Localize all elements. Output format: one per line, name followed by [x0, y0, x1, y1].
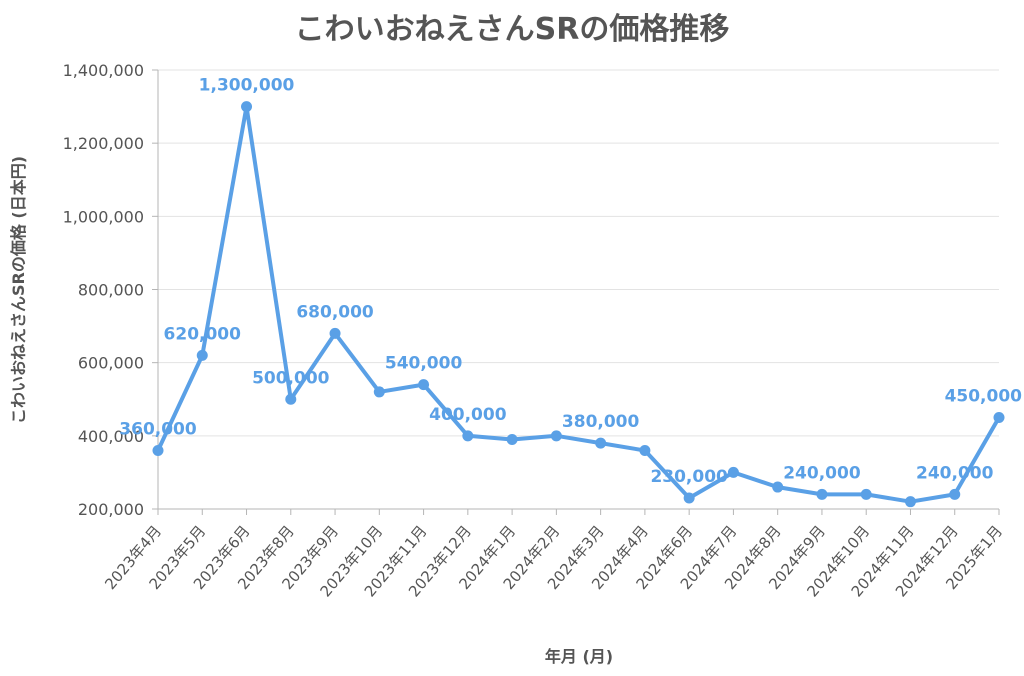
x-tick-labels: 2023年4月2023年5月2023年6月2023年8月2023年9月2023年…	[101, 522, 1006, 600]
y-axis-label: こわいおねえさんSRの価格 (日本円)	[9, 156, 28, 424]
data-label: 400,000	[429, 405, 507, 425]
data-point	[860, 488, 872, 500]
data-point	[993, 412, 1005, 424]
data-point	[196, 349, 208, 361]
data-label: 680,000	[296, 302, 374, 322]
y-tick-label: 200,000	[78, 500, 144, 519]
grid-lines	[158, 69, 999, 510]
data-label: 1,300,000	[199, 76, 295, 96]
series-line-layer	[156, 104, 1001, 504]
data-label: 380,000	[562, 412, 640, 432]
data-label: 360,000	[119, 419, 197, 439]
data-point	[462, 430, 474, 442]
data-point	[152, 444, 164, 456]
data-point	[418, 379, 430, 391]
data-label: 450,000	[945, 387, 1023, 407]
data-point	[595, 437, 607, 449]
data-point	[683, 492, 695, 504]
y-tick-label: 800,000	[78, 281, 144, 300]
y-tick-labels: 200,000 400,000 600,000 800,000 1,000,000 1,2…	[63, 61, 144, 519]
y-tick-label: 600,000	[78, 354, 144, 373]
x-axis-label: 年月 (月)	[545, 647, 613, 666]
data-point	[727, 466, 739, 478]
data-points	[152, 101, 1005, 508]
series-line	[156, 104, 1001, 504]
data-point	[241, 101, 253, 113]
data-point	[506, 433, 518, 445]
data-label: 230,000	[650, 467, 728, 487]
data-labels: 360,000 620,000 1,300,000 500,000 680,000 540…	[119, 76, 1022, 487]
data-label: 240,000	[916, 463, 994, 483]
data-point	[904, 496, 916, 508]
y-tick-label: 1,400,000	[63, 61, 144, 80]
data-point	[772, 481, 784, 493]
data-label: 540,000	[385, 354, 463, 374]
data-point	[550, 430, 562, 442]
data-point	[816, 488, 828, 500]
y-tick-label: 1,200,000	[63, 134, 144, 153]
data-label: 620,000	[164, 324, 242, 344]
chart-title: こわいおねえさんSRの価格推移	[294, 12, 730, 47]
y-tick-label: 400,000	[78, 427, 144, 446]
data-point	[949, 488, 961, 500]
data-point	[329, 327, 341, 339]
y-tick-label: 1,000,000	[63, 207, 144, 226]
data-label: 500,000	[252, 368, 330, 388]
data-point	[373, 386, 385, 398]
data-point	[639, 444, 651, 456]
data-label: 240,000	[783, 463, 861, 483]
data-point	[285, 393, 297, 405]
axes	[152, 69, 1000, 515]
